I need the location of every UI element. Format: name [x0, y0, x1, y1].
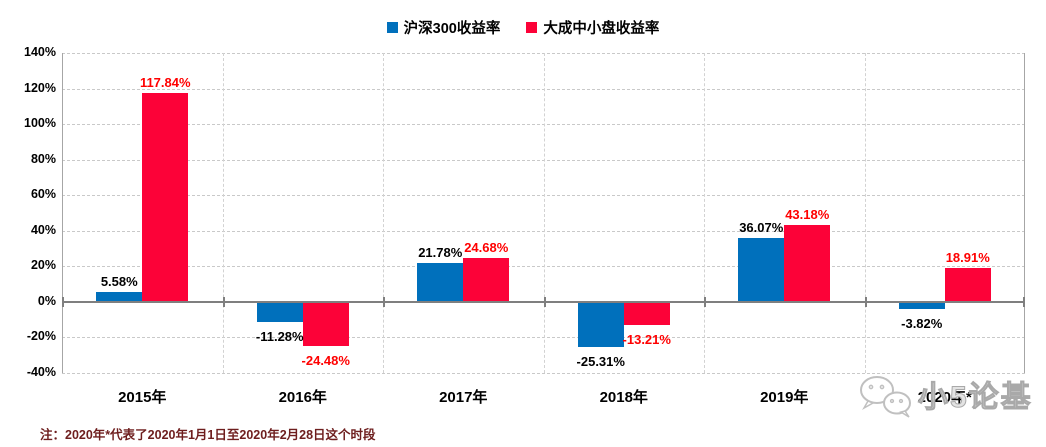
bar-沪深300收益率-2020年* [898, 302, 945, 309]
legend-label: 沪深300收益率 [403, 21, 501, 37]
axis-tick [864, 297, 867, 307]
bar-value-label: 24.68% [464, 240, 509, 256]
y-tick-label: 100% [24, 116, 56, 131]
y-gridline [62, 373, 1025, 374]
plot-area: 5.58% -11.28% 21.78% -25.31% 36.07% -3.82% 117… [62, 53, 1025, 374]
bar-value-label: 5.58% [100, 274, 138, 290]
category-gridline [704, 53, 705, 373]
bar-沪深300收益率-2019年 [738, 237, 785, 302]
x-category-label: 2015年 [118, 389, 167, 406]
y-tick-label: 80% [30, 151, 56, 166]
legend-swatch-icon [386, 22, 398, 33]
bar-value-label: 21.78% [418, 245, 463, 261]
axis-tick [1023, 297, 1025, 307]
y-tick-label: 20% [30, 258, 56, 273]
y-tick-label: 40% [30, 222, 56, 237]
bar-大成中小盘收益率-2016年 [302, 302, 349, 346]
y-tick-label: 0% [37, 293, 56, 308]
bar-沪深300收益率-2017年 [417, 263, 464, 302]
x-category-label: 2017年 [439, 389, 488, 406]
bar-value-label: 18.91% [945, 250, 990, 266]
y-tick-label: -20% [26, 329, 56, 344]
axis-tick [543, 297, 546, 307]
x-category-label: 2016年 [278, 389, 327, 406]
bar-大成中小盘收益率-2019年 [784, 225, 831, 302]
footnote: 注：2020年*代表了2020年1月1日至2020年2月28日这个时段 [40, 428, 376, 442]
plot-right-edge [1024, 53, 1025, 373]
bar-沪深300收益率-2018年 [577, 302, 624, 347]
bar-value-label: -13.21% [622, 332, 671, 348]
category-gridline [864, 53, 866, 373]
axis-tick [383, 297, 385, 307]
y-tick-label: 140% [24, 45, 56, 59]
bar-大成中小盘收益率-2020年* [944, 268, 991, 302]
legend-item: 大成中小盘收益率 [526, 17, 659, 38]
bar-value-label: -3.82% [901, 315, 943, 331]
chart-legend: 沪深300收益率 大成中小盘收益率 [0, 17, 1046, 38]
bar-大成中小盘收益率-2017年 [463, 258, 510, 302]
y-tick-label: -40% [26, 365, 56, 379]
x-category-label: 2020年* [917, 389, 972, 406]
legend-label: 大成中小盘收益率 [543, 21, 660, 37]
bar-value-label: 36.07% [739, 219, 784, 235]
category-gridline [383, 53, 384, 373]
watermark: 小5论基 [856, 374, 1033, 420]
bar-大成中小盘收益率-2015年 [142, 92, 189, 302]
bar-value-label: -11.28% [255, 329, 304, 345]
x-category-label: 2018年 [599, 389, 648, 406]
axis-tick [62, 297, 64, 307]
legend-item: 沪深300收益率 [386, 17, 501, 38]
bar-大成中小盘收益率-2018年 [623, 302, 670, 326]
axis-tick [222, 297, 225, 307]
watermark-text: 小5论基 [918, 381, 1033, 414]
category-gridline [222, 53, 224, 373]
bar-沪深300收益率-2015年 [96, 292, 143, 302]
bar-value-label: 43.18% [785, 207, 830, 223]
x-category-label: 2019年 [760, 389, 809, 406]
bar-value-label: 117.84% [139, 74, 191, 90]
bar-value-label: -25.31% [576, 353, 625, 369]
axis-tick [704, 297, 706, 307]
legend-swatch-icon [526, 22, 538, 33]
bar-value-label: -24.48% [301, 352, 350, 368]
plot-left-edge [62, 53, 63, 373]
category-gridline [543, 53, 545, 373]
wechat-icon [860, 376, 911, 418]
y-tick-label: 60% [30, 187, 56, 202]
y-tick-label: 120% [24, 80, 56, 95]
bar-沪深300收益率-2016年 [256, 302, 303, 323]
